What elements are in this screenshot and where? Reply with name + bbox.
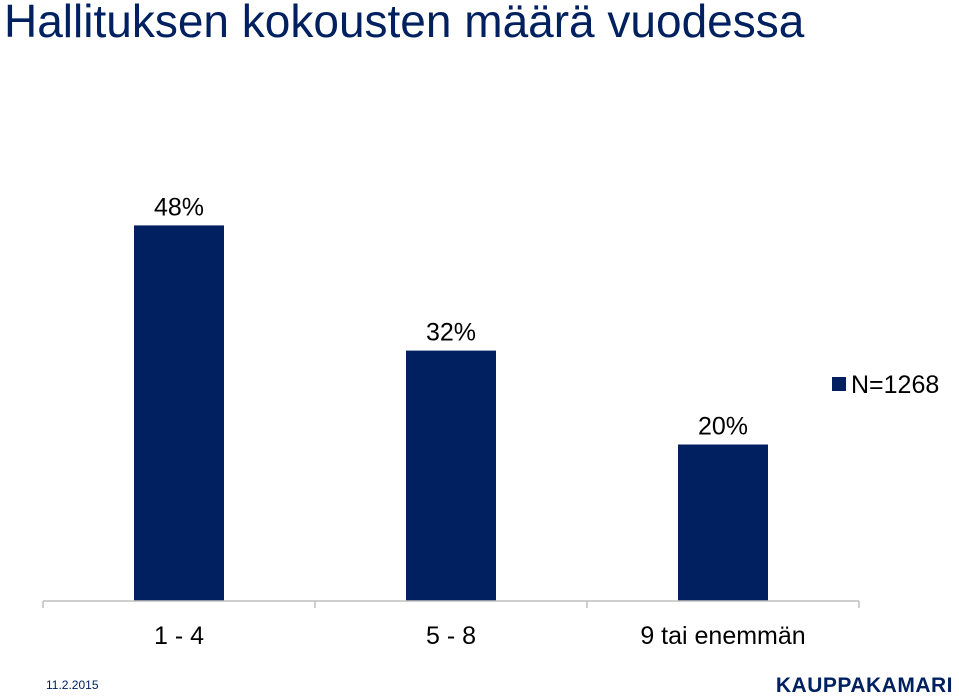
data-label-2: 32% [426, 319, 476, 347]
chart-title: Hallituksen kokousten määrä vuodessa [4, 0, 805, 47]
bar-1 [134, 225, 224, 601]
data-label-1: 48% [154, 193, 204, 221]
x-tick-label-3: 9 tai enemmän [640, 622, 805, 650]
bar-3 [678, 444, 768, 601]
x-axis [42, 600, 860, 608]
data-label-3: 20% [698, 413, 748, 441]
bars-group [134, 225, 768, 601]
bar-2 [406, 350, 496, 601]
x-tick-label-2: 5 - 8 [426, 622, 476, 650]
legend-swatch [832, 377, 846, 391]
x-tick-label-1: 1 - 4 [154, 622, 204, 650]
data-labels-group: 48% 32% 20% [154, 193, 748, 440]
legend: N=1268 [832, 371, 939, 399]
footer-date: 11.2.2015 [46, 678, 99, 692]
legend-label: N=1268 [851, 371, 939, 399]
x-tick-labels-group: 1 - 4 5 - 8 9 tai enemmän [154, 622, 806, 650]
brand-logo-text: KAUPPAKAMARI [775, 674, 953, 697]
